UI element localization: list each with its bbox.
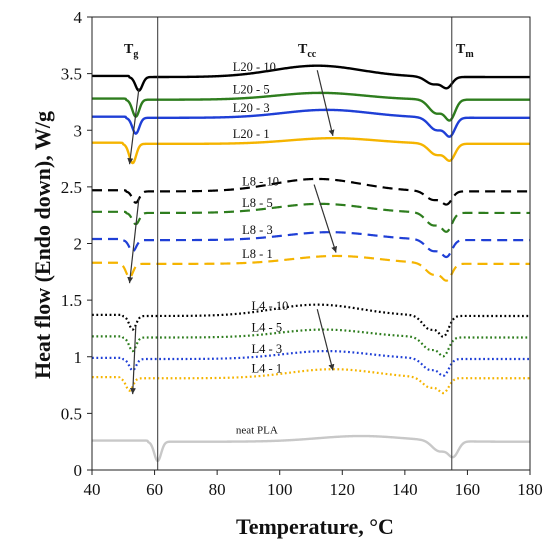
series-label: L20 - 5 [233, 83, 270, 97]
series-label: L4 - 1 [252, 361, 283, 375]
series-label: L8 - 1 [242, 247, 273, 261]
series-line [91, 177, 531, 206]
x-tick-label: 160 [455, 480, 481, 499]
series-label: L8 - 5 [242, 196, 273, 210]
y-tick-label: 2 [74, 235, 83, 254]
x-tick-label: 140 [392, 480, 418, 499]
x-tick-label: 40 [84, 480, 101, 499]
series-line [91, 91, 531, 122]
x-tick-label: 180 [517, 480, 543, 499]
y-axis-title: Heat flow (Endo down), W/g [30, 111, 55, 379]
series-line [91, 108, 531, 138]
curves-layer [91, 64, 531, 463]
x-axis-ticks: 40 60 80 100 120 140 160 180 [84, 470, 543, 499]
tg-arrow [127, 88, 140, 165]
series-label: L4 - 10 [252, 299, 289, 313]
region-label-tcc: Tcc [298, 42, 317, 60]
tcc-arrow [316, 70, 335, 137]
series-label: L20 - 1 [233, 127, 270, 141]
y-tick-label: 4 [74, 8, 83, 27]
series-label: L8 - 3 [242, 223, 273, 237]
series-line [91, 434, 531, 463]
series-line [91, 202, 531, 233]
y-axis-ticks: 0 0.5 1 1.5 2 2.5 3 3.5 4 [61, 8, 92, 480]
arrows-layer [127, 70, 338, 395]
series-label: L8 - 10 [242, 174, 279, 188]
series-line [91, 303, 531, 338]
region-label-tcc-sub: cc [307, 49, 316, 60]
series-label: neat PLA [236, 425, 278, 437]
x-tick-label: 120 [330, 480, 356, 499]
series-line [91, 136, 531, 165]
y-tick-label: 3 [74, 121, 83, 140]
tg-arrow [127, 198, 140, 284]
region-label-tm: Tm [456, 42, 474, 60]
series-label: L20 - 3 [233, 101, 270, 115]
series-line [91, 254, 531, 282]
x-axis-title: Temperature, °C [236, 514, 394, 539]
tcc-arrow [313, 184, 338, 253]
series-label: L4 - 5 [252, 320, 283, 334]
x-tick-label: 80 [209, 480, 226, 499]
curve-labels-layer: L20 - 10 L20 - 5 L20 - 3 L20 - 1 L8 - 10 L8 -… [233, 60, 289, 437]
region-label-tm-main: T [456, 42, 466, 57]
region-label-tg-main: T [124, 42, 134, 57]
region-label-tm-sub: m [465, 49, 474, 60]
y-tick-label: 2.5 [61, 178, 82, 197]
series-line [91, 231, 531, 259]
region-label-tg-sub: g [133, 49, 138, 60]
series-label: L4 - 3 [252, 342, 283, 356]
series-line [91, 328, 531, 358]
region-label-tcc-main: T [298, 42, 308, 57]
y-tick-label: 0.5 [61, 404, 82, 423]
x-tick-label: 100 [267, 480, 293, 499]
series-label: L20 - 10 [233, 60, 276, 74]
series-line [91, 349, 531, 378]
y-tick-label: 1.5 [61, 291, 82, 310]
y-tick-label: 3.5 [61, 65, 82, 84]
reference-lines [157, 17, 453, 470]
region-label-tg: Tg [124, 42, 138, 60]
series-line [91, 64, 531, 92]
tg-arrow [129, 326, 137, 395]
tcc-arrow [316, 309, 335, 371]
y-tick-label: 0 [74, 461, 83, 480]
x-tick-label: 60 [146, 480, 163, 499]
y-tick-label: 1 [74, 348, 83, 367]
